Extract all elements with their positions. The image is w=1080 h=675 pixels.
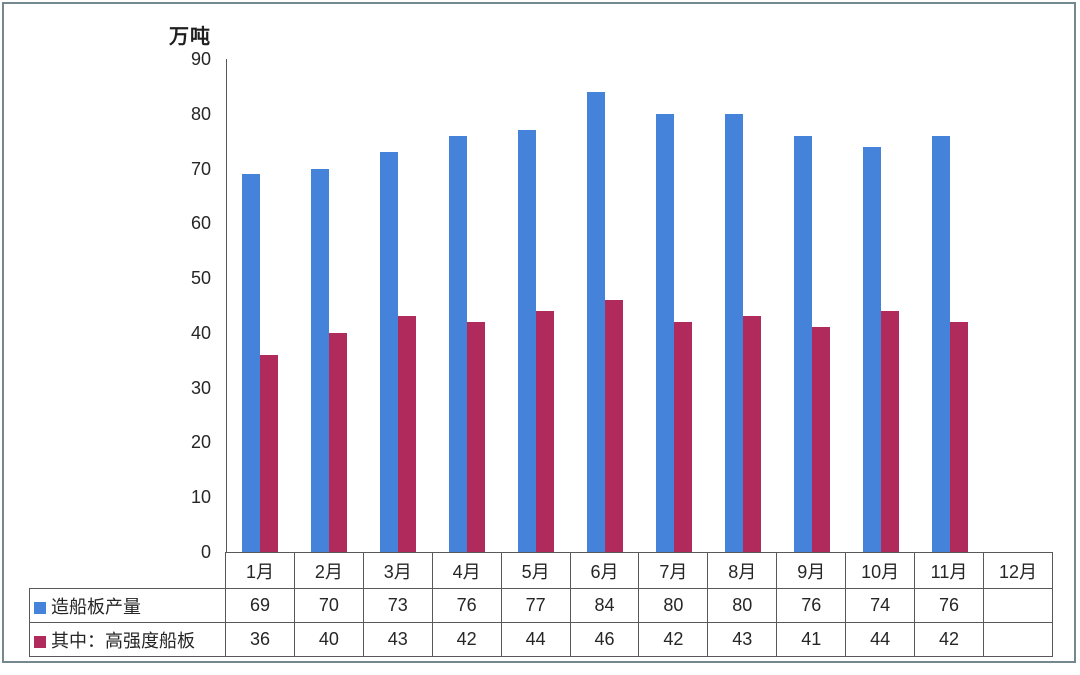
bar-series1-8月 [724,113,743,552]
table-value-cell: 76 [431,588,502,623]
bar-series2-4月 [467,321,486,552]
plot-area [226,59,1053,552]
y-axis-tick-label: 0 [200,542,211,562]
table-value-cell: 77 [500,588,571,623]
chart-stage: 万吨 90 80 70 60 50 40 30 20 10 0 1月 2月 3月 4月 5月 6月 7月 8月 9… [4,4,1074,661]
series-label: 造船板产量 [51,596,141,617]
table-value-cell: 76 [914,588,984,623]
table-value-cell: 76 [776,588,847,623]
bar-series1-4月 [449,135,468,552]
series-label-cell: 造船板产量 [29,588,226,623]
table-corner-cell [30,553,226,589]
bar-series1-11月 [931,135,950,552]
bar-series2-5月 [536,310,555,552]
y-axis-tick-label: 60 [190,213,211,234]
y-axis-tick-label: 90 [190,49,211,69]
y-axis-tick-label: 70 [190,158,211,179]
month-header-cell: 11月 [914,552,984,589]
y-axis-tick-label: 10 [190,487,211,508]
table-value-cell: 43 [362,622,433,657]
table-value-cell: 41 [776,622,847,657]
bar-series1-5月 [518,130,537,552]
series-label: 其中：高强度船板 [51,630,195,651]
table-value-cell: 69 [225,588,295,623]
legend-key-icon [34,601,46,614]
table-value-cell: 42 [431,622,502,657]
month-header-cell: 10月 [845,552,916,589]
bar-series2-2月 [329,332,348,552]
table-value-cell: 40 [293,622,364,657]
month-header-cell: 1月 [225,552,295,589]
bar-series1-3月 [380,152,399,552]
table-value-cell: 73 [362,588,433,623]
bar-series2-1月 [260,354,279,552]
month-header-cell: 6月 [569,552,640,589]
table-value-cell: 70 [293,588,364,623]
bar-series1-10月 [862,146,881,552]
chart-frame: 万吨 90 80 70 60 50 40 30 20 10 0 1月 2月 3月 4月 5月 6月 7月 8月 9… [2,2,1076,663]
month-header-cell: 5月 [500,552,571,589]
series-label-cell: 其中：高强度船板 [29,622,226,657]
month-header-cell: 3月 [362,552,433,589]
bar-series2-9月 [811,327,830,552]
month-header-cell: 12月 [982,552,1054,589]
bar-series1-9月 [793,135,812,552]
y-axis-tick-label: 30 [190,377,211,398]
chart-data-table: 1月 2月 3月 4月 5月 6月 7月 8月 9月 10月 11月 12月 造船板产量 69 70 73 76… [29,552,1054,657]
table-value-cell: 42 [914,622,984,657]
month-header-cell: 4月 [431,552,502,589]
table-value-cell: 44 [500,622,571,657]
bar-series2-7月 [673,321,692,552]
y-axis-unit-label: 万吨 [169,26,211,48]
table-value-cell [982,622,1054,657]
table-value-cell: 80 [707,588,778,623]
month-header-cell: 9月 [776,552,847,589]
table-value-cell: 44 [845,622,916,657]
table-value-cell: 74 [845,588,916,623]
bar-series2-11月 [949,321,968,552]
y-axis-tick-label: 40 [190,322,211,343]
month-header-cell: 2月 [293,552,364,589]
bar-series2-3月 [398,316,417,552]
y-axis-tick-label: 20 [190,432,211,453]
table-value-cell: 84 [569,588,640,623]
y-axis-tick-label: 80 [190,103,211,124]
month-header-cell: 8月 [707,552,778,589]
bar-series1-2月 [311,168,330,552]
bar-series1-7月 [655,113,674,552]
legend-key-icon [34,635,46,648]
bar-series1-6月 [587,91,606,552]
table-value-cell: 42 [638,622,709,657]
table-value-cell: 36 [225,622,295,657]
table-value-cell [982,588,1054,623]
bar-series2-10月 [880,310,899,552]
bar-series2-6月 [605,300,624,552]
month-header-cell: 7月 [638,552,709,589]
table-value-cell: 43 [707,622,778,657]
table-value-cell: 46 [569,622,640,657]
table-value-cell: 80 [638,588,709,623]
bar-series2-8月 [742,316,761,552]
y-axis-tick-label: 50 [190,268,211,289]
bar-series1-1月 [242,174,261,552]
